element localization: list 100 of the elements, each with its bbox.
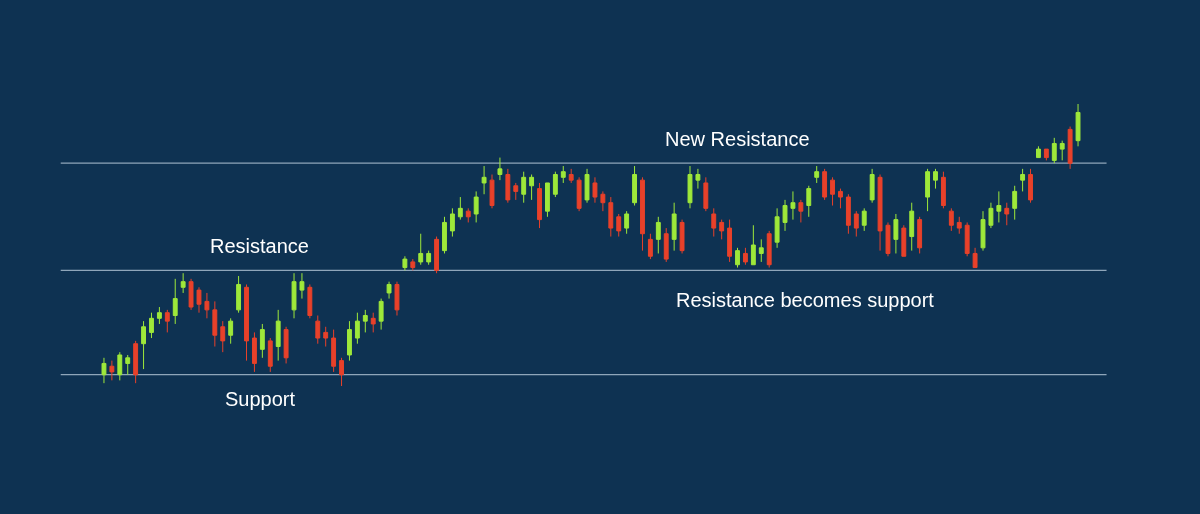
- candlestick: [600, 190, 606, 212]
- candlestick: [576, 176, 582, 212]
- candlestick: [323, 326, 329, 348]
- candlestick: [1075, 104, 1081, 147]
- candlestick: [141, 320, 146, 370]
- candlestick: [742, 247, 748, 266]
- candlestick: [259, 323, 265, 359]
- candlestick: [418, 233, 424, 266]
- candlestick: [133, 340, 139, 384]
- candlestick: [608, 196, 614, 238]
- candlestick: [695, 168, 701, 190]
- candlestick: [283, 326, 289, 364]
- candlestick: [948, 207, 954, 232]
- candlestick: [640, 176, 645, 252]
- candlestick: [481, 165, 487, 195]
- candlestick: [917, 216, 923, 254]
- candlestick: [299, 272, 305, 300]
- candlestick: [877, 174, 883, 252]
- candlestick: [996, 190, 1002, 223]
- candlestick: [434, 236, 440, 274]
- candlestick: [149, 312, 154, 339]
- candlestick: [537, 182, 542, 229]
- candlestick: [687, 165, 693, 209]
- candlestick: [869, 168, 875, 204]
- candlestick: [893, 213, 899, 254]
- candlestick: [402, 255, 408, 271]
- candlestick: [703, 176, 709, 212]
- candlestick: [497, 157, 503, 181]
- candlestick: [909, 202, 915, 252]
- candlestick: [465, 207, 471, 223]
- candlestick: [616, 213, 622, 238]
- candlestick: [513, 182, 519, 201]
- candlestick: [798, 199, 804, 223]
- candlestick: [925, 168, 931, 212]
- candlestick: [204, 292, 210, 319]
- candlestick: [814, 165, 820, 184]
- candlestick: [196, 286, 202, 314]
- candlestick: [560, 165, 566, 184]
- candlestick: [529, 174, 535, 201]
- candlestick: [1043, 148, 1049, 161]
- candlestick: [331, 329, 337, 373]
- candlestick: [719, 219, 725, 240]
- candlestick: [228, 317, 234, 345]
- candlestick: [339, 357, 344, 386]
- candlestick: [774, 207, 780, 249]
- candlestick: [426, 250, 432, 266]
- candlestick: [1012, 185, 1018, 221]
- candlestick: [655, 216, 661, 254]
- candlestick: [220, 320, 226, 353]
- candlestick: [164, 309, 170, 333]
- candlestick: [988, 202, 994, 229]
- candlestick: [940, 171, 946, 209]
- candlestick: [711, 207, 717, 238]
- candlestick: [750, 224, 756, 266]
- candlestick: [449, 207, 455, 238]
- candlestick: [964, 221, 970, 257]
- candlestick: [568, 168, 574, 184]
- candlestick: [901, 224, 907, 257]
- candlestick: [671, 202, 677, 252]
- candlestick: [790, 190, 796, 221]
- candlestick: [267, 337, 273, 373]
- annotation: Resistance becomes support: [676, 289, 935, 311]
- candlestick: [442, 216, 447, 254]
- candlestick: [956, 216, 962, 235]
- candlestick: [592, 176, 598, 204]
- candlestick: [1051, 137, 1057, 164]
- candlestick: [370, 312, 376, 333]
- candlestick: [624, 210, 630, 235]
- candlestick: [180, 272, 186, 294]
- candlestick: [244, 283, 249, 362]
- candlestick: [679, 219, 685, 254]
- candlestick: [830, 176, 835, 207]
- candlestick: [584, 168, 590, 204]
- candlestick: [386, 281, 392, 300]
- ref-line-label: Support: [225, 388, 296, 410]
- candlestick: [980, 210, 986, 252]
- candlestick: [505, 168, 511, 204]
- candlestick: [457, 196, 463, 221]
- candlestick: [663, 227, 669, 263]
- candlestick: [378, 298, 384, 331]
- candlestick: [727, 219, 733, 263]
- candlestick: [125, 354, 131, 376]
- candlestick: [845, 193, 851, 235]
- candlestick: [291, 272, 297, 319]
- candlestick: [156, 306, 162, 325]
- candlestick: [647, 233, 653, 260]
- candlestick: [552, 171, 558, 198]
- candlestick: [972, 247, 978, 269]
- candlestick: [1020, 168, 1026, 192]
- candlestick: [251, 331, 257, 373]
- candlestick: [735, 247, 740, 269]
- candlestick: [1028, 168, 1033, 204]
- candlestick: [545, 182, 550, 218]
- candlestick: [489, 174, 495, 209]
- candlestick: [1036, 145, 1041, 159]
- candlestick: [473, 190, 479, 223]
- candlestick: [212, 300, 218, 348]
- candlestick: [758, 238, 764, 263]
- candlestick: [109, 360, 115, 381]
- candlestick: [236, 275, 242, 314]
